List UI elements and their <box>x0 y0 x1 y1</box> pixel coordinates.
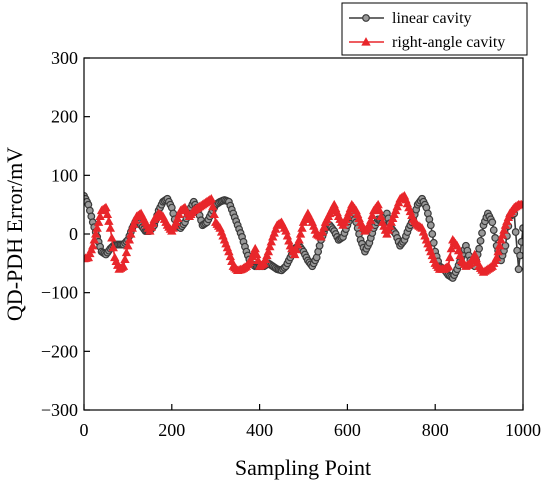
data-point-right-angle-cavity <box>91 229 101 238</box>
data-point-right-angle-cavity <box>101 202 111 212</box>
x-tick-label: 0 <box>80 420 89 440</box>
data-point-right-angle-cavity <box>251 249 262 259</box>
data-point-right-angle-cavity <box>118 261 129 270</box>
data-point-right-angle-cavity <box>206 193 216 203</box>
data-point-linear-cavity <box>426 221 435 230</box>
data-point-right-angle-cavity <box>263 246 274 256</box>
legend-marker-linear-cavity <box>362 14 370 22</box>
legend: linear cavity right-angle cavity <box>341 2 528 56</box>
y-tick-label: 100 <box>51 165 78 185</box>
series-layer <box>84 191 523 282</box>
data-point-right-angle-cavity <box>265 241 275 251</box>
data-point-right-angle-cavity <box>108 242 118 252</box>
x-tick-label: 200 <box>158 420 185 440</box>
data-point-right-angle-cavity <box>496 235 506 244</box>
data-point-right-angle-cavity <box>376 211 386 221</box>
data-point-right-angle-cavity <box>491 252 502 262</box>
data-point-right-angle-cavity <box>291 244 301 254</box>
x-tick-label: 400 <box>246 420 273 440</box>
data-point-right-angle-cavity <box>120 254 130 264</box>
x-axis-title: Sampling Point <box>235 455 371 480</box>
data-point-right-angle-cavity <box>266 236 276 246</box>
data-point-linear-cavity <box>476 236 485 245</box>
series-right-angle-cavity <box>84 191 523 276</box>
data-point-linear-cavity <box>517 237 523 246</box>
data-point-right-angle-cavity <box>107 233 117 242</box>
data-point-right-angle-cavity <box>367 210 377 220</box>
data-point-linear-cavity <box>514 265 523 274</box>
data-point-right-angle-cavity <box>95 211 105 221</box>
data-point-linear-cavity <box>511 228 520 236</box>
data-point-right-angle-cavity <box>294 235 304 244</box>
data-point-right-angle-cavity <box>126 229 136 238</box>
data-point-right-angle-cavity <box>124 235 135 244</box>
data-point-right-angle-cavity <box>493 246 503 256</box>
legend-label-right-angle-cavity: right-angle cavity <box>392 34 505 51</box>
data-point-right-angle-cavity <box>317 227 328 236</box>
y-tick-label: 300 <box>51 48 78 68</box>
data-point-right-angle-cavity <box>123 240 133 250</box>
data-point-right-angle-cavity <box>253 255 263 265</box>
data-point-right-angle-cavity <box>121 247 132 257</box>
y-tick-label: −100 <box>41 283 78 303</box>
x-tick-label: 1000 <box>505 420 541 440</box>
legend-label-linear-cavity: linear cavity <box>392 10 472 27</box>
x-tick-label: 600 <box>334 420 361 440</box>
x-tick-label: 800 <box>422 420 449 440</box>
data-point-right-angle-cavity <box>373 199 383 209</box>
data-point-right-angle-cavity <box>443 261 454 270</box>
data-point-linear-cavity <box>429 238 438 247</box>
data-point-linear-cavity <box>488 218 497 227</box>
data-point-right-angle-cavity <box>494 240 505 250</box>
data-point-right-angle-cavity <box>88 240 98 250</box>
data-point-right-angle-cavity <box>208 201 218 211</box>
y-tick-label: 200 <box>51 107 78 127</box>
data-point-right-angle-cavity <box>105 223 116 232</box>
data-point-right-angle-cavity <box>92 223 102 232</box>
data-point-right-angle-cavity <box>497 230 508 239</box>
data-point-right-angle-cavity <box>89 235 99 244</box>
data-point-right-angle-cavity <box>445 252 455 262</box>
legend-box <box>341 2 528 56</box>
data-point-right-angle-cavity <box>518 199 523 209</box>
y-axis-title: QD-PDH Error/mV <box>2 147 27 321</box>
data-point-right-angle-cavity <box>104 216 114 225</box>
data-point-right-angle-cavity <box>295 229 306 238</box>
y-tick-label: −300 <box>41 400 78 420</box>
data-point-right-angle-cavity <box>93 217 104 226</box>
data-point-linear-cavity <box>475 244 484 253</box>
data-point-linear-cavity <box>489 226 498 234</box>
ticks-layer: 0 200 400 600 800 1000 −300 −200 −100 0 100 200 300 <box>41 48 541 440</box>
data-point-right-angle-cavity <box>290 249 300 259</box>
legend-marker-right-angle-cavity <box>361 37 371 46</box>
data-point-linear-cavity <box>519 224 523 233</box>
y-tick-label: 0 <box>69 224 78 244</box>
data-point-right-angle-cavity <box>319 222 329 231</box>
data-point-linear-cavity <box>428 230 437 238</box>
data-point-right-angle-cavity <box>209 209 219 219</box>
data-point-right-angle-cavity <box>364 220 375 229</box>
data-point-right-angle-cavity <box>292 239 303 249</box>
data-point-right-angle-cavity <box>102 209 113 219</box>
data-point-right-angle-cavity <box>499 225 509 234</box>
data-point-right-angle-cavity <box>250 243 260 253</box>
data-point-right-angle-cavity <box>374 205 385 215</box>
data-point-right-angle-cavity <box>316 232 326 241</box>
data-point-linear-cavity <box>491 234 500 242</box>
y-tick-label: −200 <box>41 341 78 361</box>
data-point-linear-cavity <box>516 251 523 260</box>
data-point-linear-cavity <box>478 229 486 237</box>
data-point-right-angle-cavity <box>366 215 376 224</box>
data-point-right-angle-cavity <box>297 223 307 232</box>
